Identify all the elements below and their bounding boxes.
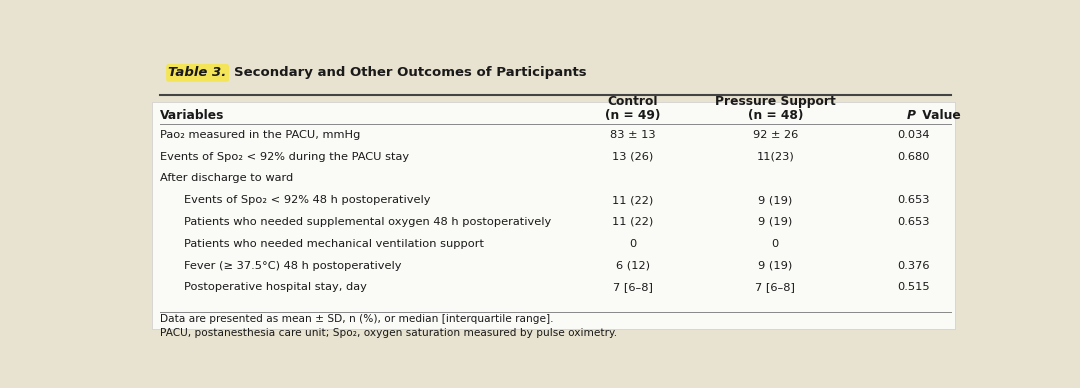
Text: Table 3.: Table 3. (168, 66, 227, 80)
Text: (n = 48): (n = 48) (747, 109, 804, 122)
Text: 9 (19): 9 (19) (758, 217, 793, 227)
Text: (n = 49): (n = 49) (605, 109, 661, 122)
Text: Patients who needed supplemental oxygen 48 h postoperatively: Patients who needed supplemental oxygen … (184, 217, 551, 227)
Text: Variables: Variables (160, 109, 225, 122)
Text: Pao₂ measured in the PACU, mmHg: Pao₂ measured in the PACU, mmHg (160, 130, 361, 140)
Text: Control: Control (608, 95, 659, 108)
Text: Fever (≥ 37.5°C) 48 h postoperatively: Fever (≥ 37.5°C) 48 h postoperatively (184, 261, 401, 270)
Text: 13 (26): 13 (26) (612, 151, 653, 161)
Text: 0: 0 (630, 239, 636, 249)
Text: 83 ± 13: 83 ± 13 (610, 130, 656, 140)
Text: 7 [6–8]: 7 [6–8] (613, 282, 653, 293)
Text: 11(23): 11(23) (756, 151, 794, 161)
Text: 6 (12): 6 (12) (616, 261, 650, 270)
Text: 0.515: 0.515 (897, 282, 930, 293)
Text: Events of Spo₂ < 92% during the PACU stay: Events of Spo₂ < 92% during the PACU sta… (160, 151, 409, 161)
Text: 0.034: 0.034 (897, 130, 930, 140)
Text: Postoperative hospital stay, day: Postoperative hospital stay, day (184, 282, 366, 293)
Text: P: P (907, 109, 916, 122)
Text: 9 (19): 9 (19) (758, 195, 793, 205)
FancyBboxPatch shape (151, 102, 956, 329)
Text: PACU, postanesthesia care unit; Spo₂, oxygen saturation measured by pulse oximet: PACU, postanesthesia care unit; Spo₂, ox… (160, 328, 618, 338)
Text: Patients who needed mechanical ventilation support: Patients who needed mechanical ventilati… (184, 239, 484, 249)
Text: 0.376: 0.376 (897, 261, 930, 270)
Text: 92 ± 26: 92 ± 26 (753, 130, 798, 140)
Text: 11 (22): 11 (22) (612, 195, 653, 205)
Text: Events of Spo₂ < 92% 48 h postoperatively: Events of Spo₂ < 92% 48 h postoperativel… (184, 195, 430, 205)
Text: 11 (22): 11 (22) (612, 217, 653, 227)
Text: Pressure Support: Pressure Support (715, 95, 836, 108)
Text: 9 (19): 9 (19) (758, 261, 793, 270)
FancyBboxPatch shape (144, 52, 963, 96)
Text: 0: 0 (772, 239, 779, 249)
Text: 0.653: 0.653 (897, 217, 930, 227)
Text: Secondary and Other Outcomes of Participants: Secondary and Other Outcomes of Particip… (233, 66, 586, 80)
Text: After discharge to ward: After discharge to ward (160, 173, 294, 183)
Text: 0.680: 0.680 (897, 151, 930, 161)
Text: 7 [6–8]: 7 [6–8] (755, 282, 795, 293)
Text: Data are presented as mean ± SD, n (%), or median [interquartile range].: Data are presented as mean ± SD, n (%), … (160, 314, 554, 324)
Text: Value: Value (918, 109, 960, 122)
Text: 0.653: 0.653 (897, 195, 930, 205)
